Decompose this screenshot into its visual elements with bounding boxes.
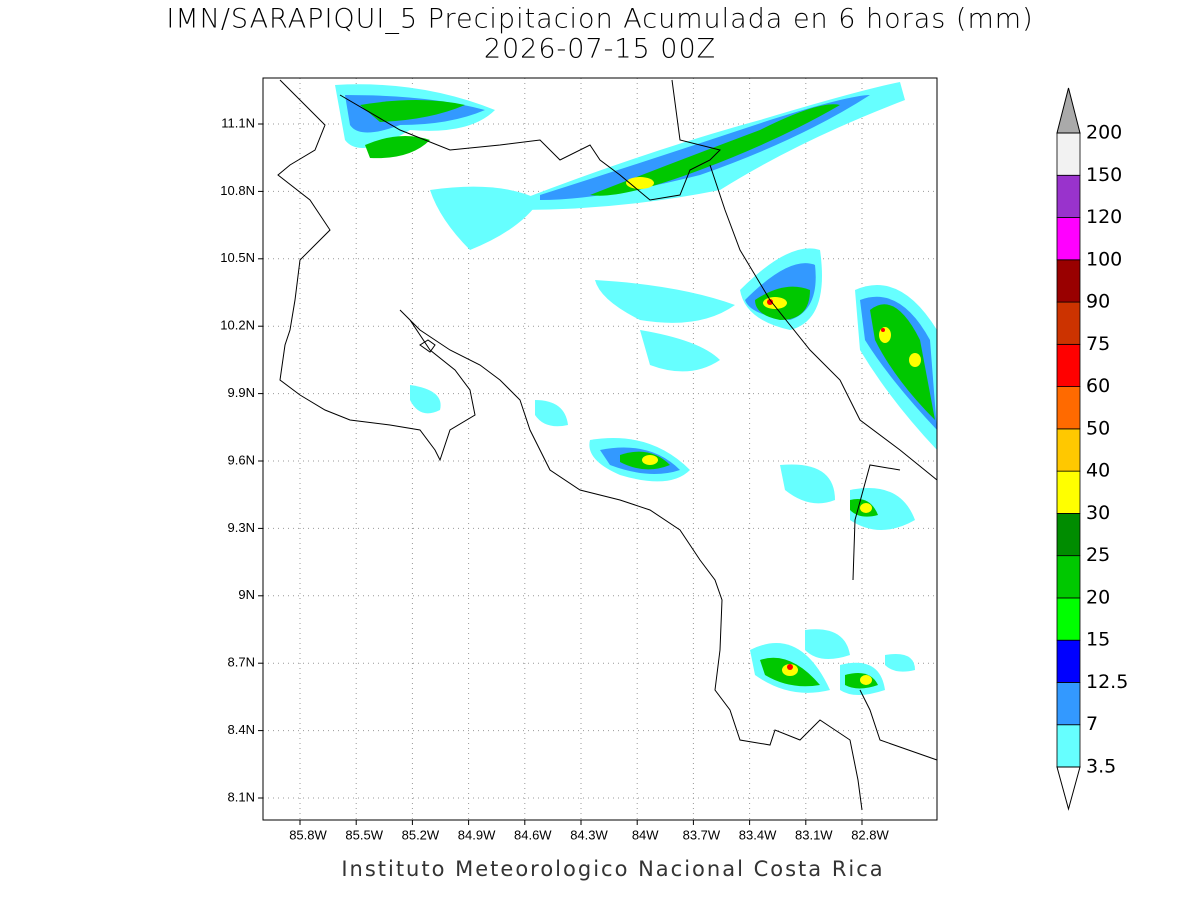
colorbar-swatch	[1056, 301, 1081, 345]
colorbar-swatch	[1056, 217, 1081, 261]
y-tick-label: 9.6N	[228, 452, 255, 467]
x-tick-label: 83.7W	[683, 827, 721, 842]
y-tick-label: 8.7N	[228, 655, 255, 670]
colorbar-label: 40	[1086, 460, 1110, 482]
subtitle: 2026-07-15 00Z	[484, 34, 716, 65]
colorbar-swatch	[1056, 386, 1081, 430]
colorbar-under	[1056, 766, 1081, 811]
colorbar-label: 150	[1086, 164, 1122, 186]
y-tick-label: 11.1N	[221, 115, 255, 130]
colorbar-swatch	[1056, 724, 1081, 768]
x-tick-label: 84W	[632, 827, 659, 842]
colorbar-swatch	[1056, 555, 1081, 599]
coastline	[277, 79, 938, 811]
y-tick-label: 9N	[238, 587, 255, 602]
colorbar-label: 60	[1086, 375, 1110, 397]
colorbar-swatch	[1056, 513, 1081, 557]
title: IMN/SARAPIQUI_5 Precipitacion Acumulada …	[166, 4, 1033, 35]
colorbar-swatch	[1056, 174, 1081, 218]
colorbar-swatch	[1056, 132, 1081, 176]
colorbar-label: 7	[1086, 713, 1098, 735]
colorbar-label: 90	[1086, 291, 1110, 313]
map-frame	[262, 77, 938, 821]
colorbar-label: 12.5	[1086, 671, 1128, 693]
colorbar-label: 100	[1086, 248, 1122, 270]
colorbar-label: 30	[1086, 502, 1110, 524]
x-tick-label: 85.5W	[345, 827, 383, 842]
colorbar-swatch	[1056, 428, 1081, 472]
colorbar-label: 3.5	[1086, 756, 1116, 778]
x-tick-label: 84.6W	[514, 827, 552, 842]
colorbar-swatch	[1056, 470, 1081, 514]
colorbar-label: 25	[1086, 544, 1110, 566]
x-tick-label: 82.8W	[851, 827, 889, 842]
colorbar-label: 75	[1086, 333, 1110, 355]
colorbar-swatch	[1056, 639, 1081, 683]
x-tick-label: 84.3W	[570, 827, 608, 842]
colorbar-swatch	[1056, 682, 1081, 726]
colorbar-label: 120	[1086, 206, 1122, 228]
y-tick-label: 10.5N	[220, 250, 255, 265]
colorbar-label: 15	[1086, 629, 1110, 651]
colorbar-swatch	[1056, 597, 1081, 641]
x-tick-label: 84.9W	[458, 827, 496, 842]
y-tick-label: 10.8N	[220, 183, 255, 198]
colorbar-label: 50	[1086, 417, 1110, 439]
x-tick-label: 83.1W	[795, 827, 833, 842]
y-tick-label: 10.2N	[220, 318, 255, 333]
axis-labels: 85.8W 85.5W 85.2W 84.9W 84.6W 84.3W 84W 83.7W 83…	[220, 115, 889, 842]
y-tick-label: 8.1N	[228, 789, 255, 804]
footer: Instituto Meteorologico Nacional Costa R…	[341, 857, 884, 881]
colorbar-swatch	[1056, 259, 1081, 303]
precipitation-field	[335, 82, 937, 695]
colorbar-swatch	[1056, 343, 1081, 388]
colorbar: 3.5 7 12.5 15 20 25 30 40 50 60 75 90 100 120 150 200	[1056, 87, 1128, 811]
x-tick-label: 83.4W	[739, 827, 777, 842]
colorbar-over	[1056, 87, 1081, 134]
x-tick-label: 85.2W	[402, 827, 440, 842]
x-tick-label: 85.8W	[289, 827, 327, 842]
y-tick-label: 8.4N	[228, 722, 255, 737]
colorbar-label: 200	[1086, 122, 1122, 144]
y-tick-label: 9.9N	[228, 385, 255, 400]
y-tick-label: 9.3N	[228, 520, 255, 535]
colorbar-label: 20	[1086, 586, 1110, 608]
